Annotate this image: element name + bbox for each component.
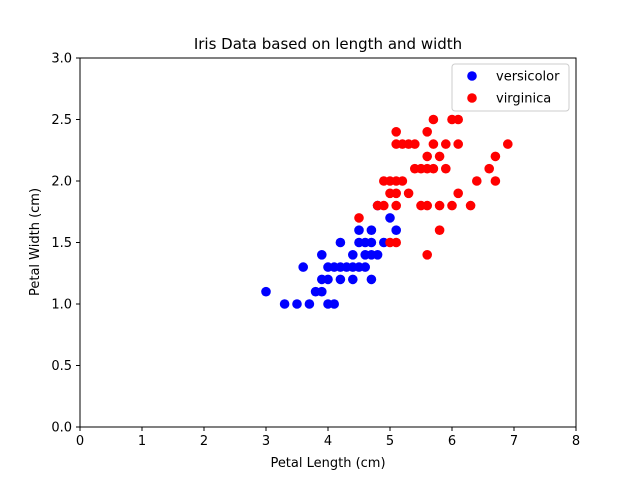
x-tick-label: 1 bbox=[138, 434, 146, 449]
x-tick-label: 2 bbox=[200, 434, 208, 449]
data-point-virginica bbox=[428, 114, 439, 125]
data-point-virginica bbox=[434, 225, 445, 235]
data-point-virginica bbox=[422, 127, 433, 137]
data-point-virginica bbox=[490, 151, 501, 162]
x-tick-label: 0 bbox=[76, 434, 84, 449]
y-tick-label: 2.0 bbox=[51, 175, 72, 190]
x-axis-ticks: 0 1 2 3 4 5 6 7 8 bbox=[76, 427, 580, 449]
data-point-virginica bbox=[410, 139, 420, 149]
y-axis-ticks: 0.0 0.5 1.0 1.5 2.0 2.5 3.0 bbox=[51, 52, 80, 436]
y-tick-label: 0.0 bbox=[51, 421, 72, 436]
data-point-versicolor bbox=[391, 225, 402, 235]
series-virginica bbox=[354, 114, 513, 260]
data-point-virginica bbox=[354, 213, 364, 223]
chart-title: Iris Data based on length and width bbox=[194, 35, 462, 53]
data-point-virginica bbox=[397, 176, 408, 186]
data-point-versicolor bbox=[304, 299, 315, 309]
x-tick-label: 8 bbox=[572, 434, 580, 449]
data-point-versicolor bbox=[279, 299, 290, 309]
data-point-virginica bbox=[434, 151, 445, 162]
data-point-versicolor bbox=[366, 237, 377, 248]
legend-marker bbox=[467, 71, 477, 81]
data-point-versicolor bbox=[348, 274, 358, 285]
data-point-versicolor bbox=[354, 225, 364, 235]
data-point-versicolor bbox=[366, 274, 377, 285]
data-point-versicolor bbox=[335, 274, 346, 285]
data-point-virginica bbox=[503, 139, 513, 149]
data-point-versicolor bbox=[298, 262, 309, 272]
data-point-versicolor bbox=[292, 299, 302, 309]
y-axis-label: Petal Width (cm) bbox=[28, 188, 43, 296]
x-tick-label: 3 bbox=[262, 434, 270, 449]
data-point-versicolor bbox=[323, 274, 333, 285]
data-point-virginica bbox=[422, 250, 433, 260]
data-point-versicolor bbox=[360, 262, 371, 272]
y-tick-label: 0.5 bbox=[51, 359, 72, 374]
data-point-virginica bbox=[422, 200, 433, 211]
data-point-virginica bbox=[453, 139, 464, 149]
legend-label: versicolor bbox=[496, 70, 560, 85]
x-tick-label: 5 bbox=[386, 434, 394, 449]
legend: versicolor virginica bbox=[451, 63, 570, 112]
plot-area bbox=[79, 57, 577, 428]
x-tick-label: 7 bbox=[510, 434, 518, 449]
data-point-versicolor bbox=[317, 286, 327, 297]
data-point-virginica bbox=[422, 151, 433, 162]
data-point-virginica bbox=[441, 139, 451, 149]
data-point-virginica bbox=[447, 200, 457, 211]
data-point-virginica bbox=[490, 176, 501, 186]
data-point-virginica bbox=[403, 188, 414, 199]
data-point-virginica bbox=[453, 114, 464, 125]
data-point-virginica bbox=[434, 200, 445, 211]
y-tick-label: 3.0 bbox=[51, 52, 72, 67]
plot-frame bbox=[79, 57, 577, 428]
legend-label: virginica bbox=[496, 92, 551, 107]
data-point-versicolor bbox=[329, 299, 340, 309]
data-point-virginica bbox=[391, 127, 402, 137]
data-point-virginica bbox=[428, 139, 439, 149]
x-tick-label: 6 bbox=[448, 434, 456, 449]
data-point-virginica bbox=[428, 163, 439, 174]
data-point-virginica bbox=[465, 200, 476, 211]
x-tick-label: 4 bbox=[324, 434, 332, 449]
data-point-versicolor bbox=[335, 237, 346, 248]
y-tick-label: 1.5 bbox=[51, 236, 72, 251]
data-point-versicolor bbox=[348, 250, 358, 260]
data-point-versicolor bbox=[372, 250, 383, 260]
data-point-versicolor bbox=[385, 213, 395, 223]
data-point-virginica bbox=[484, 163, 495, 174]
series-versicolor bbox=[261, 200, 402, 309]
data-point-virginica bbox=[391, 237, 402, 248]
data-point-versicolor bbox=[317, 250, 327, 260]
data-point-versicolor bbox=[366, 225, 377, 235]
data-point-virginica bbox=[391, 188, 402, 199]
data-point-virginica bbox=[472, 176, 482, 186]
legend-marker bbox=[467, 93, 477, 103]
data-point-virginica bbox=[441, 163, 451, 174]
x-axis-label: Petal Length (cm) bbox=[270, 456, 385, 471]
y-tick-label: 1.0 bbox=[51, 298, 72, 313]
legend-box bbox=[451, 63, 570, 112]
data-point-virginica bbox=[391, 200, 402, 211]
data-point-virginica bbox=[453, 188, 464, 199]
y-tick-label: 2.5 bbox=[51, 113, 72, 128]
data-point-versicolor bbox=[261, 286, 271, 297]
data-point-virginica bbox=[379, 200, 389, 211]
